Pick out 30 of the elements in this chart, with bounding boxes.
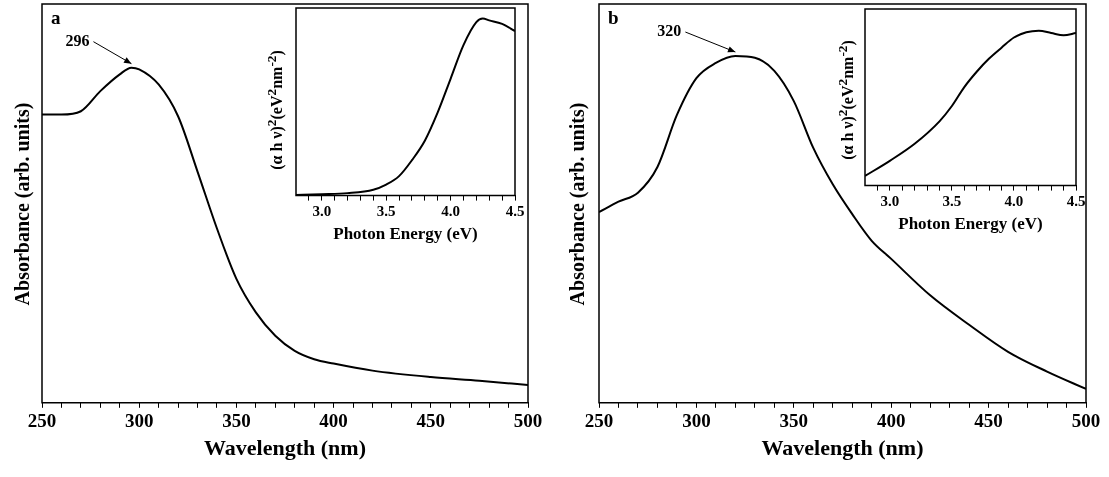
x-tick-label: 500: [513, 410, 543, 432]
x-axis-title: Wavelength (nm): [204, 435, 366, 461]
x-tick-label: 500: [1071, 410, 1101, 432]
x-tick-label: 3.5: [376, 203, 396, 220]
chart-title: b: [608, 7, 619, 29]
x-tick-label: 450: [416, 410, 446, 432]
x-tick-label: 350: [222, 410, 251, 432]
x-tick-label: 400: [319, 410, 348, 432]
x-tick-label: 250: [584, 410, 614, 432]
x-tick-label: 3.0: [312, 203, 332, 220]
annotation: 296: [65, 31, 90, 49]
y-axis-title: Absorbance (arb. units): [565, 102, 589, 306]
x-tick-label: 350: [779, 410, 809, 432]
x-axis-title: Photon Energy (eV): [898, 214, 1043, 234]
x-axis-title: Wavelength (nm): [761, 435, 924, 461]
x-tick-label: 300: [124, 410, 154, 432]
x-tick-label: 450: [974, 410, 1003, 432]
x-tick-label: 300: [682, 410, 711, 432]
annotation: 320: [657, 22, 682, 40]
x-tick-label: 3.5: [942, 193, 962, 210]
x-tick-label: 4.5: [505, 203, 525, 220]
x-tick-label: 4.0: [441, 203, 460, 220]
x-tick-label: 400: [876, 410, 906, 432]
chart-title: a: [51, 7, 61, 29]
x-tick-label: 4.5: [1066, 193, 1086, 210]
x-tick-label: 3.0: [880, 193, 900, 210]
x-tick-label: 4.0: [1004, 193, 1024, 210]
x-tick-label: 250: [27, 410, 57, 432]
x-axis-title: Photon Energy (eV): [333, 224, 478, 244]
y-axis-title: Absorbance (arb. units): [10, 102, 34, 306]
